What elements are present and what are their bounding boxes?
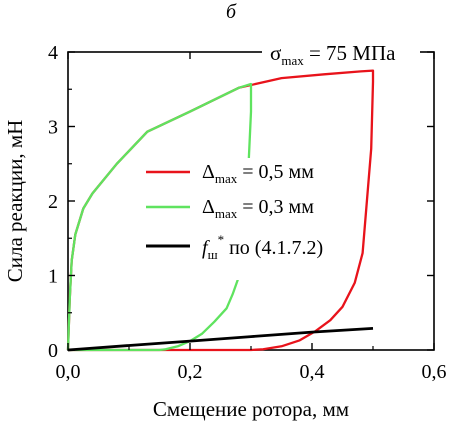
legend-03mm-subscript: max	[215, 206, 238, 221]
y-tick-label: 3	[48, 117, 58, 139]
series-formula-line	[67, 327, 374, 352]
annotation-symbol: σ	[270, 41, 281, 65]
annotation-value: = 75 МПа	[304, 41, 396, 65]
y-tick-label: 0	[48, 340, 58, 362]
y-tick-label: 4	[48, 42, 58, 64]
y-tick-label: 2	[48, 191, 58, 213]
x-tick-label: 0,6	[422, 361, 447, 383]
legend-05mm-symbol: Δ	[202, 161, 215, 183]
annotation-subscript: max	[281, 53, 304, 68]
legend-formula-symbol: f	[202, 237, 210, 259]
sigma-max-annotation: σmax = 75 МПа	[270, 41, 396, 68]
legend-item-05mm: Δmax = 0,5 мм	[202, 161, 314, 186]
legend-formula-superscript: *	[218, 232, 225, 247]
y-axis-label: Сила реакции, мН	[3, 120, 27, 283]
legend-03mm-symbol: Δ	[202, 196, 215, 218]
legend-formula-value: по (4.1.7.2)	[224, 237, 323, 259]
ticks-layer: 0,0 0,2 0,4 0,6 0 1 2 3 4	[48, 42, 447, 383]
legend-background	[140, 158, 345, 280]
y-tick-label: 1	[48, 266, 58, 288]
legend-item-formula: fш* по (4.1.7.2)	[202, 232, 323, 262]
annotation-background	[262, 40, 420, 66]
x-axis-label: Смещение ротора, мм	[153, 397, 349, 421]
x-tick-label: 0,4	[300, 361, 325, 383]
x-tick-label: 0,0	[56, 361, 81, 383]
legend-05mm-value: = 0,5 мм	[237, 161, 314, 183]
legend-item-03mm: Δmax = 0,3 мм	[202, 196, 314, 221]
legend: Δmax = 0,5 мм Δmax = 0,3 мм fш* по (4.1.…	[140, 158, 345, 280]
figure-caption: б	[226, 1, 237, 23]
legend-05mm-subscript: max	[215, 171, 238, 186]
x-tick-label: 0,2	[178, 361, 203, 383]
legend-formula-subscript: ш	[208, 247, 218, 262]
legend-03mm-value: = 0,3 мм	[237, 196, 314, 218]
